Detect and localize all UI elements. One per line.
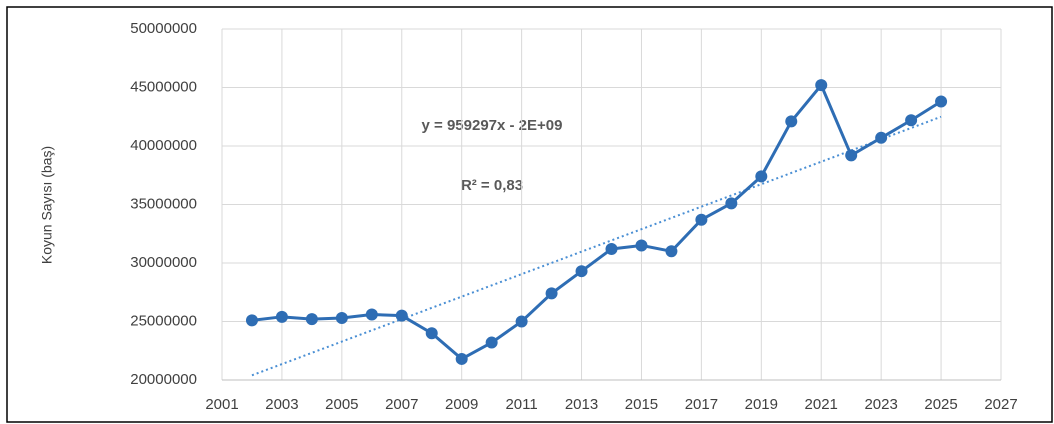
data-point xyxy=(845,149,858,162)
x-tick-label: 2001 xyxy=(205,396,238,413)
data-point xyxy=(485,336,498,349)
data-point xyxy=(755,170,768,183)
data-point xyxy=(815,79,828,92)
x-tick-label: 2013 xyxy=(565,396,598,413)
data-point xyxy=(365,308,378,321)
data-point xyxy=(875,131,888,144)
data-point xyxy=(515,315,528,328)
data-point xyxy=(305,313,318,326)
x-tick-label: 2007 xyxy=(385,396,418,413)
frame xyxy=(6,6,1053,423)
x-tick-label: 2025 xyxy=(924,396,957,413)
x-tick-label: 2023 xyxy=(864,396,897,413)
data-point xyxy=(245,314,258,327)
data-point xyxy=(695,213,708,226)
y-tick-label: 40000000 xyxy=(130,137,197,154)
y-tick-label: 45000000 xyxy=(130,78,197,95)
data-point xyxy=(275,310,288,323)
data-point xyxy=(605,242,618,255)
data-point xyxy=(785,115,798,128)
data-point xyxy=(575,265,588,278)
data-point xyxy=(635,239,648,252)
data-point xyxy=(935,95,948,108)
y-tick-label: 20000000 xyxy=(130,371,197,388)
y-axis-label: Koyun Sayısı (baş) xyxy=(39,146,55,264)
x-tick-label: 2005 xyxy=(325,396,358,413)
data-point xyxy=(425,327,438,340)
x-tick-label: 2003 xyxy=(265,396,298,413)
data-point xyxy=(665,245,678,258)
data-point xyxy=(905,114,918,127)
y-tick-label: 35000000 xyxy=(130,195,197,212)
equation: y = 959297x - 2E+09 xyxy=(422,117,563,134)
x-tick-label: 2015 xyxy=(625,396,658,413)
data-point xyxy=(545,287,558,300)
x-tick-label: 2019 xyxy=(745,396,778,413)
x-tick-label: 2011 xyxy=(505,396,537,413)
x-tick-label: 2017 xyxy=(685,396,718,413)
y-tick-label: 50000000 xyxy=(130,20,197,37)
data-point xyxy=(335,311,348,324)
x-tick-label: 2021 xyxy=(805,396,838,413)
data-point xyxy=(725,197,738,210)
y-tick-label: 30000000 xyxy=(130,254,197,271)
x-tick-label: 2027 xyxy=(984,396,1017,413)
y-tick-label: 25000000 xyxy=(130,312,197,329)
x-tick-label: 2009 xyxy=(445,396,478,413)
data-point xyxy=(395,309,408,322)
r-squared: R² = 0,83 xyxy=(461,177,523,194)
data-point xyxy=(455,352,468,365)
